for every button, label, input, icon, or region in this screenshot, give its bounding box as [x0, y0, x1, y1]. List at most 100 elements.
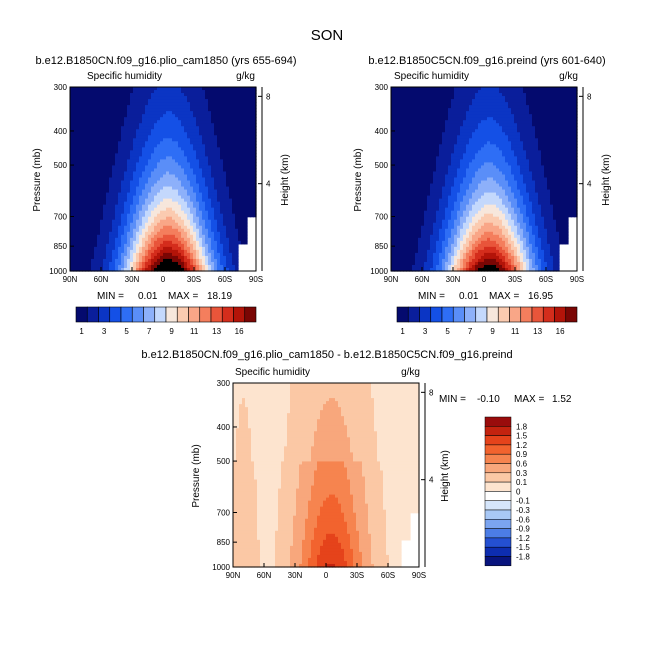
field-cell	[148, 225, 152, 230]
field-cell	[145, 96, 149, 100]
field-cell	[154, 108, 158, 112]
field-cell	[85, 261, 89, 266]
field-cell	[178, 99, 182, 103]
field-cell	[154, 141, 158, 145]
field-cell	[73, 198, 77, 203]
field-cell	[130, 111, 134, 115]
field-cell	[103, 231, 107, 236]
field-cell	[247, 105, 251, 109]
field-cell	[139, 132, 143, 136]
field-cell	[418, 111, 422, 115]
field-cell	[220, 174, 224, 179]
field-cell	[418, 108, 422, 112]
field-cell	[421, 138, 425, 142]
field-cell	[196, 207, 200, 212]
field-cell	[175, 240, 179, 245]
field-cell	[94, 261, 98, 266]
field-cell	[100, 129, 104, 133]
field-cell	[226, 150, 230, 154]
field-cell	[103, 216, 107, 221]
field-cell	[79, 189, 83, 194]
field-cell	[448, 117, 452, 121]
field-cell	[217, 147, 221, 151]
field-cell	[418, 150, 422, 154]
field-cell	[229, 222, 233, 227]
field-cell	[187, 165, 191, 170]
field-cell	[436, 216, 440, 221]
field-cell	[244, 177, 248, 182]
field-cell	[196, 201, 200, 206]
field-cell	[184, 117, 188, 121]
field-cell	[214, 93, 218, 97]
field-cell	[82, 129, 86, 133]
field-cell	[226, 126, 230, 130]
field-cell	[178, 117, 182, 121]
field-cell	[433, 105, 437, 109]
field-cell	[238, 147, 242, 151]
field-cell	[205, 234, 209, 239]
field-cell	[391, 135, 395, 139]
field-cell	[79, 153, 83, 157]
field-cell	[127, 144, 131, 148]
field-cell	[442, 222, 446, 227]
field-cell	[175, 198, 179, 203]
field-cell	[79, 111, 83, 115]
field-cell	[214, 111, 218, 115]
field-cell	[232, 132, 236, 136]
field-cell	[430, 162, 434, 167]
field-cell	[139, 123, 143, 127]
field-cell	[433, 117, 437, 121]
field-cell	[79, 129, 83, 133]
field-cell	[151, 111, 155, 115]
field-cell	[406, 228, 410, 233]
field-cell	[211, 120, 215, 124]
field-cell	[235, 249, 239, 254]
field-cell	[403, 237, 407, 242]
field-cell	[226, 99, 230, 103]
field-cell	[76, 216, 80, 221]
field-cell	[190, 162, 194, 167]
field-cell	[160, 162, 164, 167]
field-cell	[100, 234, 104, 239]
field-cell	[421, 93, 425, 97]
field-cell	[178, 258, 182, 263]
field-cell	[436, 186, 440, 191]
field-cell	[115, 252, 119, 257]
field-cell	[424, 198, 428, 203]
field-cell	[100, 198, 104, 203]
field-cell	[415, 102, 419, 106]
field-cell	[118, 198, 122, 203]
field-cell	[82, 219, 86, 224]
field-cell	[169, 117, 173, 121]
field-cell	[433, 165, 437, 170]
field-cell	[187, 192, 191, 197]
field-cell	[124, 135, 128, 139]
field-cell	[415, 261, 419, 266]
field-cell	[103, 252, 107, 257]
field-cell	[109, 204, 113, 209]
field-cell	[145, 156, 149, 160]
field-cell	[412, 96, 416, 100]
field-cell	[193, 174, 197, 179]
field-cell	[82, 153, 86, 157]
field-cell	[97, 132, 101, 136]
field-cell	[418, 171, 422, 176]
field-cell	[418, 87, 422, 91]
field-cell	[112, 189, 116, 194]
field-cell	[181, 177, 185, 182]
field-cell	[124, 228, 128, 233]
field-cell	[172, 114, 176, 118]
field-cell	[436, 195, 440, 200]
field-cell	[199, 180, 203, 185]
field-cell	[217, 87, 221, 91]
field-cell	[139, 174, 143, 179]
field-cell	[73, 195, 77, 200]
field-cell	[130, 177, 134, 182]
field-cell	[115, 171, 119, 176]
field-cell	[403, 231, 407, 236]
field-cell	[253, 105, 257, 109]
field-cell	[241, 219, 245, 224]
field-cell	[181, 99, 185, 103]
field-cell	[427, 204, 431, 209]
field-cell	[421, 195, 425, 200]
